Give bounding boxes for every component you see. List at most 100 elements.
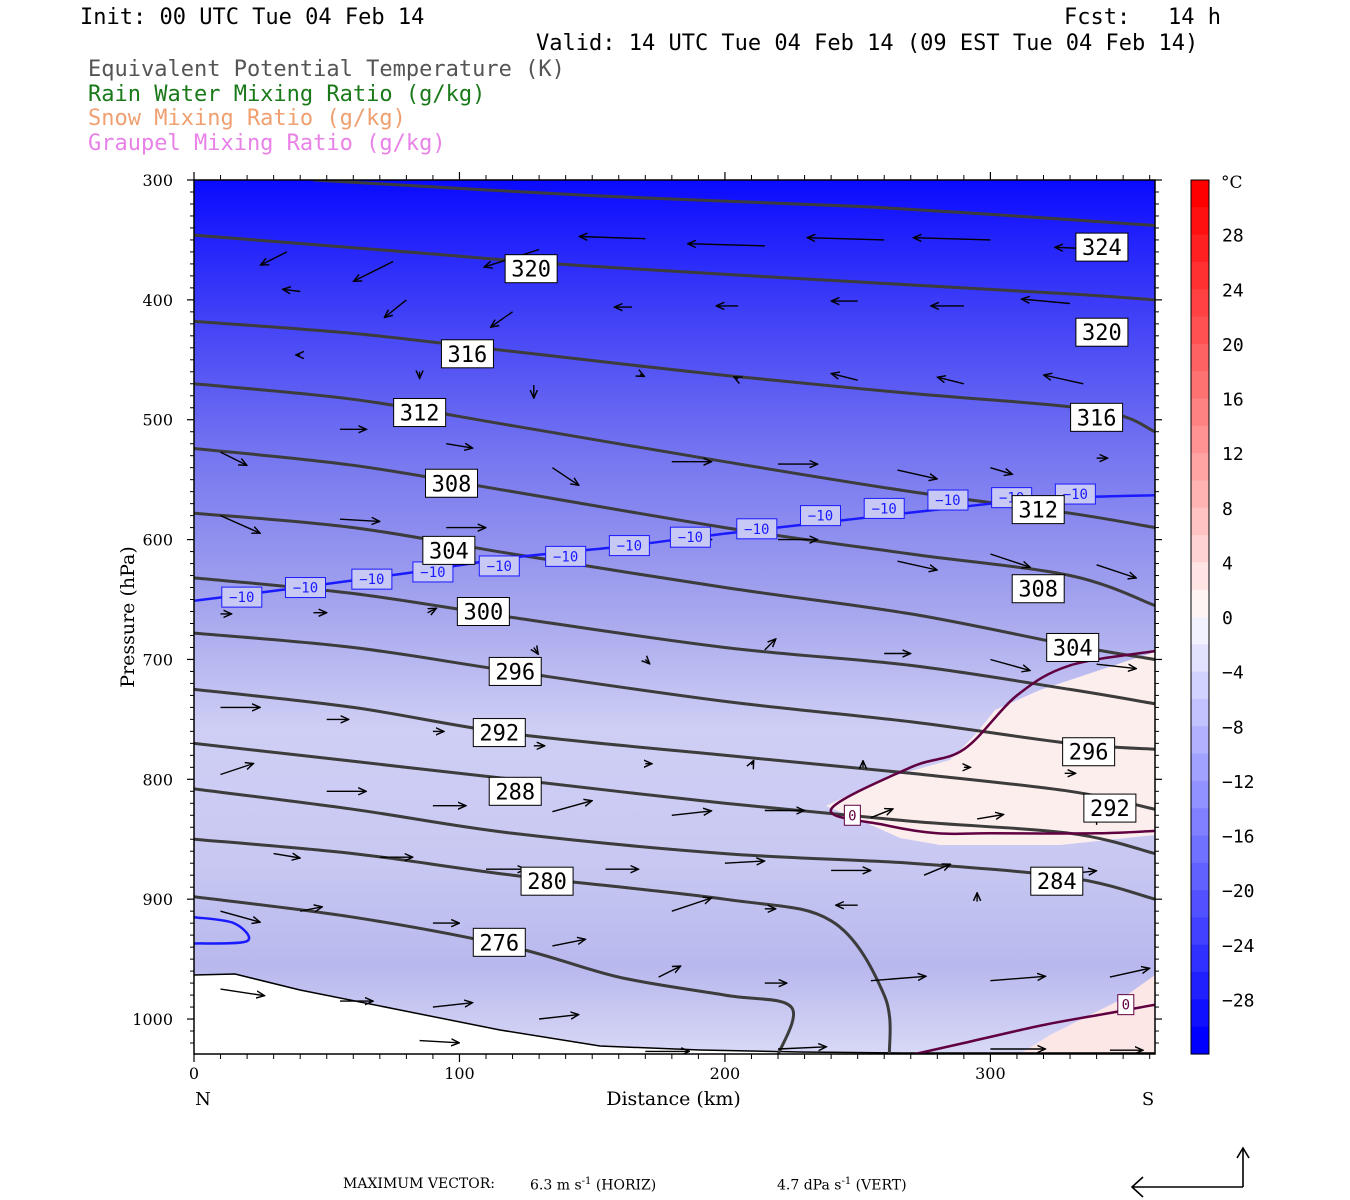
colorbar-segment [1191, 316, 1209, 345]
theta-e-label: 316 [448, 343, 488, 368]
theta-e-contour-320 [194, 233, 1155, 302]
colorbar-segment [1191, 890, 1209, 919]
temperature-label-box [1117, 994, 1135, 1016]
temperature-label: −10 [872, 501, 897, 517]
wind-vector [220, 988, 265, 996]
theta-e-label: 280 [527, 870, 567, 895]
temperature-label: −10 [229, 590, 254, 606]
colorbar-segment [1191, 589, 1209, 618]
temperature-label-box [284, 577, 326, 599]
wind-vector [579, 237, 646, 239]
wind-vector [990, 976, 1045, 982]
forecast-hour-label: Fcst: [1064, 5, 1131, 30]
temperature-label-box [800, 505, 842, 527]
field-title-graupel: Graupel Mixing Ratio (g/kg) [88, 131, 446, 156]
wind-vector [1096, 663, 1137, 668]
wind-vector [261, 251, 288, 265]
theta-e-label-box [1011, 495, 1065, 525]
wind-vector [534, 648, 538, 655]
wind-vector [1044, 375, 1084, 385]
theta-e-label-box [472, 927, 526, 957]
temperature-label: −10 [678, 530, 703, 546]
theta-e-label: 296 [1069, 741, 1109, 766]
wind-vector [354, 260, 394, 282]
wind-vector [339, 519, 380, 521]
temperature-label-box [669, 526, 711, 548]
theta-e-contour-292 [194, 687, 1155, 811]
colorbar-tick-label: 20 [1222, 335, 1244, 356]
theta-e-label: 320 [511, 258, 551, 283]
y-tick-label: 800 [142, 770, 173, 789]
vert-value: 4.7 dPa s [777, 1177, 842, 1194]
colorbar-tick-label: 12 [1222, 444, 1244, 465]
colorbar-segment [1191, 999, 1209, 1028]
theta-e-contour-276 [194, 895, 795, 1054]
theta-e-label: 304 [1053, 636, 1093, 661]
temperature-label: −10 [553, 549, 578, 565]
wind-vector [552, 467, 578, 486]
temperature-contour-labels: −10−10−10 −10 −10−10−10−10−10−10 −10−10 −10−… [221, 483, 1135, 1016]
colorbar-tick-label: 16 [1222, 390, 1244, 411]
colorbar-segment [1191, 398, 1209, 427]
colorbar-tick-label: −8 [1222, 717, 1244, 738]
wind-vector [990, 467, 1012, 475]
wind-vector [807, 238, 885, 240]
wind-vector [671, 811, 712, 816]
wind-vector [734, 377, 738, 379]
colorbar-tick-label: −28 [1222, 990, 1255, 1011]
max-vector-label: MAXIMUM VECTOR: [343, 1176, 495, 1192]
theta-e-contour-labels: 324 320 320 316 316 312 312 308 308 304 304 300 296 2… [393, 232, 1137, 957]
x-end-label-right: S [1142, 1089, 1154, 1110]
wind-vector [273, 854, 300, 858]
plot-area [194, 180, 1155, 1054]
theta-e-label-box [1075, 317, 1129, 347]
colorbar-tick-label: −16 [1222, 827, 1255, 848]
below-ground-mask [194, 974, 1155, 1054]
y-tick-label: 1000 [132, 1010, 173, 1029]
y-tick-label: 400 [142, 291, 173, 310]
reference-vector-legend [1130, 1146, 1250, 1198]
warm-region-fill [826, 652, 1155, 845]
wind-vector [300, 907, 322, 911]
wind-vector [220, 514, 261, 534]
theta-e-label-box [422, 535, 476, 565]
wind-vector [688, 244, 765, 246]
field-title-snow: Snow Mixing Ratio (g/kg) [88, 106, 406, 131]
wind-vector [491, 311, 514, 327]
theta-e-label: 312 [1018, 499, 1058, 524]
theta-e-label-box [504, 254, 558, 284]
theta-e-label-box [488, 656, 542, 686]
temperature-label: −10 [808, 509, 833, 525]
colorbar-segment [1191, 726, 1209, 755]
colorbar-frame [1190, 179, 1210, 1055]
colorbar-segment [1191, 289, 1209, 318]
wind-vector [220, 910, 261, 922]
reference-vector-vertical [1236, 1146, 1250, 1187]
theta-e-label: 308 [432, 472, 472, 497]
wind-vector [220, 451, 247, 465]
theta-e-contour-280 [194, 837, 892, 1054]
theta-e-label-box [1030, 866, 1084, 896]
y-axis-label: Pressure (hPa) [117, 546, 139, 688]
temperature-label: −10 [935, 493, 960, 509]
colorbar-segment [1191, 1026, 1209, 1055]
wind-vector [777, 1047, 826, 1049]
colorbar-segment [1191, 261, 1209, 290]
colorbar-segment [1191, 371, 1209, 400]
colorbar-tick-label: 4 [1222, 553, 1233, 574]
y-tick-label: 500 [142, 411, 173, 430]
vert-exponent: -1 [841, 1176, 852, 1187]
wind-vector [990, 658, 1030, 671]
wind-vector [671, 898, 712, 912]
temperature-shading [194, 180, 1155, 1054]
wind-vector [923, 864, 950, 876]
temperature-label-box [1054, 483, 1096, 505]
temperature-label-box [351, 568, 393, 590]
theta-e-label-box [440, 339, 494, 369]
wind-vector [427, 608, 437, 612]
colorbar-segment [1191, 207, 1209, 236]
horiz-value: 6.3 m s [530, 1177, 582, 1194]
theta-e-label-box [1011, 574, 1065, 604]
colorbar-segment [1191, 343, 1209, 372]
